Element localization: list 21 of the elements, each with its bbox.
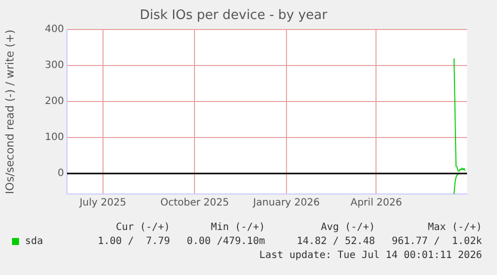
y-tick-label: 300 [44, 60, 64, 72]
text: 0.00 /479.10m [186, 236, 265, 247]
text: Last update: Tue Jul 14 00:01:11 2026 [259, 250, 482, 261]
text: Max (-/+) [428, 222, 482, 233]
text: Min (-/+) [210, 222, 265, 233]
chart-title: Disk IOs per device - by year [140, 8, 328, 24]
y-tick-label: 200 [44, 96, 64, 108]
legend-label: sda [25, 236, 44, 247]
x-tick-label: October 2025 [160, 198, 230, 209]
y-axis-title: IOs/second read (-) / write (+) [3, 30, 16, 194]
text: 961.77 / 1.02k [392, 236, 482, 247]
y-tick-label: 100 [44, 132, 64, 144]
text: 14.82 / 52.48 [296, 236, 375, 247]
y-tick-label: 400 [44, 24, 64, 36]
x-tick-label: January 2026 [252, 198, 320, 209]
y-tick-label: 0 [58, 168, 64, 180]
text: Avg (-/+) [320, 222, 375, 233]
text: 1.00 / 7.79 [98, 236, 170, 247]
x-tick-label: April 2026 [350, 198, 402, 209]
x-tick-label: July 2025 [78, 198, 126, 209]
text: Cur (-/+) [116, 222, 170, 233]
